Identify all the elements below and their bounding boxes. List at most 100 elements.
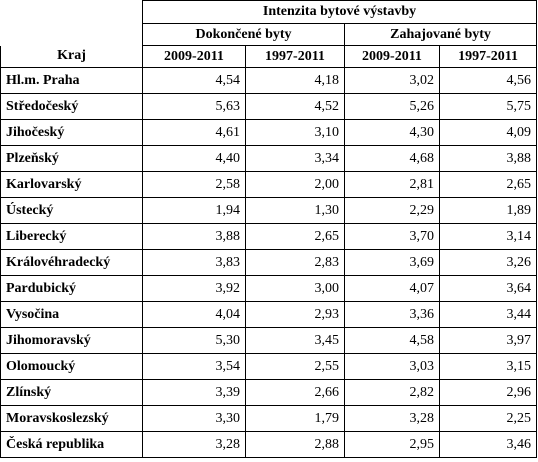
table-row: Česká republika 3,28 2,88 2,95 3,46 — [0, 431, 538, 458]
header-row-columns: Kraj 2009-2011 1997-2011 2009-2011 1997-… — [0, 45, 538, 68]
table-body: Hl.m. Praha 4,54 4,18 3,02 4,56 Středočeský 5,… — [0, 67, 538, 458]
started-2009-2011-cell: 2,95 — [344, 431, 440, 458]
started-1997-2011-cell: 3,88 — [438, 145, 538, 172]
region-cell: Olomoucký — [0, 353, 143, 380]
table-row: Jihočeský 4,61 3,10 4,30 4,09 — [0, 119, 538, 146]
col-header-started-2009-2011: 2009-2011 — [344, 45, 440, 68]
completed-1997-2011-cell: 2,00 — [245, 171, 345, 198]
completed-1997-2011-cell: 3,34 — [245, 145, 345, 172]
completed-2009-2011-cell: 3,83 — [142, 249, 246, 276]
group-header-cell: Intenzita bytové výstavby — [141, 0, 538, 24]
region-cell: Královéhradecký — [0, 249, 143, 276]
table-row: Jihomoravský 5,30 3,45 4,58 3,97 — [0, 327, 538, 354]
started-2009-2011-cell: 4,58 — [344, 327, 440, 354]
completed-1997-2011-cell: 2,66 — [245, 379, 345, 406]
completed-1997-2011-cell: 3,45 — [245, 327, 345, 354]
started-1997-2011-cell: 3,15 — [438, 353, 538, 380]
completed-2009-2011-cell: 1,94 — [142, 197, 246, 224]
header-row-group: Intenzita bytové výstavby — [0, 0, 538, 46]
col-header-completed-1997-2011: 1997-2011 — [245, 45, 345, 68]
completed-2009-2011-cell: 4,40 — [142, 145, 246, 172]
subgroup-completed-cell: Dokončené byty — [142, 23, 345, 46]
region-cell: Česká republika — [0, 431, 143, 458]
region-cell: Zlínský — [0, 379, 143, 406]
started-1997-2011-cell: 3,14 — [438, 223, 538, 250]
region-cell: Pardubický — [0, 275, 143, 302]
region-cell: Hl.m. Praha — [0, 67, 143, 94]
started-1997-2011-cell: 2,65 — [438, 171, 538, 198]
col-header-region: Kraj — [0, 45, 143, 68]
region-cell: Jihomoravský — [0, 327, 143, 354]
table-row: Středočeský 5,63 4,52 5,26 5,75 — [0, 93, 538, 120]
started-2009-2011-cell: 3,03 — [344, 353, 440, 380]
region-cell: Plzeňský — [0, 145, 143, 172]
started-2009-2011-cell: 3,69 — [344, 249, 440, 276]
region-cell: Moravskoslezský — [0, 405, 143, 432]
started-1997-2011-cell: 3,64 — [438, 275, 538, 302]
completed-1997-2011-cell: 2,93 — [245, 301, 345, 328]
completed-2009-2011-cell: 3,28 — [142, 431, 246, 458]
table-row: Ústecký 1,94 1,30 2,29 1,89 — [0, 197, 538, 224]
completed-1997-2011-cell: 2,83 — [245, 249, 345, 276]
completed-1997-2011-cell: 1,30 — [245, 197, 345, 224]
completed-1997-2011-cell: 2,55 — [245, 353, 345, 380]
completed-2009-2011-cell: 3,54 — [142, 353, 246, 380]
started-1997-2011-cell: 1,89 — [438, 197, 538, 224]
completed-2009-2011-cell: 4,04 — [142, 301, 246, 328]
header-empty-cell — [0, 0, 143, 46]
completed-2009-2011-cell: 3,30 — [142, 405, 246, 432]
completed-1997-2011-cell: 3,00 — [245, 275, 345, 302]
col-header-completed-2009-2011: 2009-2011 — [142, 45, 246, 68]
started-2009-2011-cell: 3,36 — [344, 301, 440, 328]
completed-1997-2011-cell: 3,10 — [245, 119, 345, 146]
started-2009-2011-cell: 4,68 — [344, 145, 440, 172]
table-row: Hl.m. Praha 4,54 4,18 3,02 4,56 — [0, 67, 538, 94]
started-2009-2011-cell: 3,70 — [344, 223, 440, 250]
completed-2009-2011-cell: 4,61 — [142, 119, 246, 146]
region-cell: Karlovarský — [0, 171, 143, 198]
completed-2009-2011-cell: 3,39 — [142, 379, 246, 406]
started-1997-2011-cell: 3,26 — [438, 249, 538, 276]
subgroup-started-cell: Zahajované byty — [343, 23, 538, 46]
table-row: Královéhradecký 3,83 2,83 3,69 3,26 — [0, 249, 538, 276]
table-row: Moravskoslezský 3,30 1,79 3,28 2,25 — [0, 405, 538, 432]
table-row: Liberecký 3,88 2,65 3,70 3,14 — [0, 223, 538, 250]
completed-1997-2011-cell: 4,18 — [245, 67, 345, 94]
completed-2009-2011-cell: 2,58 — [142, 171, 246, 198]
started-2009-2011-cell: 5,26 — [344, 93, 440, 120]
completed-1997-2011-cell: 2,88 — [245, 431, 345, 458]
table-header: Intenzita bytové výstavby Dokončené byty… — [0, 0, 538, 68]
started-2009-2011-cell: 4,07 — [344, 275, 440, 302]
region-cell: Jihočeský — [0, 119, 143, 146]
region-cell: Liberecký — [0, 223, 143, 250]
completed-2009-2011-cell: 3,92 — [142, 275, 246, 302]
col-header-started-1997-2011: 1997-2011 — [438, 45, 538, 68]
started-1997-2011-cell: 3,44 — [438, 301, 538, 328]
started-1997-2011-cell: 2,96 — [438, 379, 538, 406]
completed-2009-2011-cell: 4,54 — [142, 67, 246, 94]
started-2009-2011-cell: 2,82 — [344, 379, 440, 406]
completed-1997-2011-cell: 2,65 — [245, 223, 345, 250]
completed-1997-2011-cell: 1,79 — [245, 405, 345, 432]
region-cell: Ústecký — [0, 197, 143, 224]
started-1997-2011-cell: 4,09 — [438, 119, 538, 146]
completed-2009-2011-cell: 5,30 — [142, 327, 246, 354]
table-row: Zlínský 3,39 2,66 2,82 2,96 — [0, 379, 538, 406]
table-row: Vysočina 4,04 2,93 3,36 3,44 — [0, 301, 538, 328]
table-row: Karlovarský 2,58 2,00 2,81 2,65 — [0, 171, 538, 198]
started-2009-2011-cell: 3,28 — [344, 405, 440, 432]
region-cell: Vysočina — [0, 301, 143, 328]
started-1997-2011-cell: 3,46 — [438, 431, 538, 458]
started-2009-2011-cell: 2,81 — [344, 171, 440, 198]
completed-2009-2011-cell: 5,63 — [142, 93, 246, 120]
completed-1997-2011-cell: 4,52 — [245, 93, 345, 120]
started-2009-2011-cell: 3,02 — [344, 67, 440, 94]
started-1997-2011-cell: 3,97 — [438, 327, 538, 354]
started-1997-2011-cell: 5,75 — [438, 93, 538, 120]
region-cell: Středočeský — [0, 93, 143, 120]
started-1997-2011-cell: 2,25 — [438, 405, 538, 432]
started-2009-2011-cell: 4,30 — [344, 119, 440, 146]
table-row: Pardubický 3,92 3,00 4,07 3,64 — [0, 275, 538, 302]
